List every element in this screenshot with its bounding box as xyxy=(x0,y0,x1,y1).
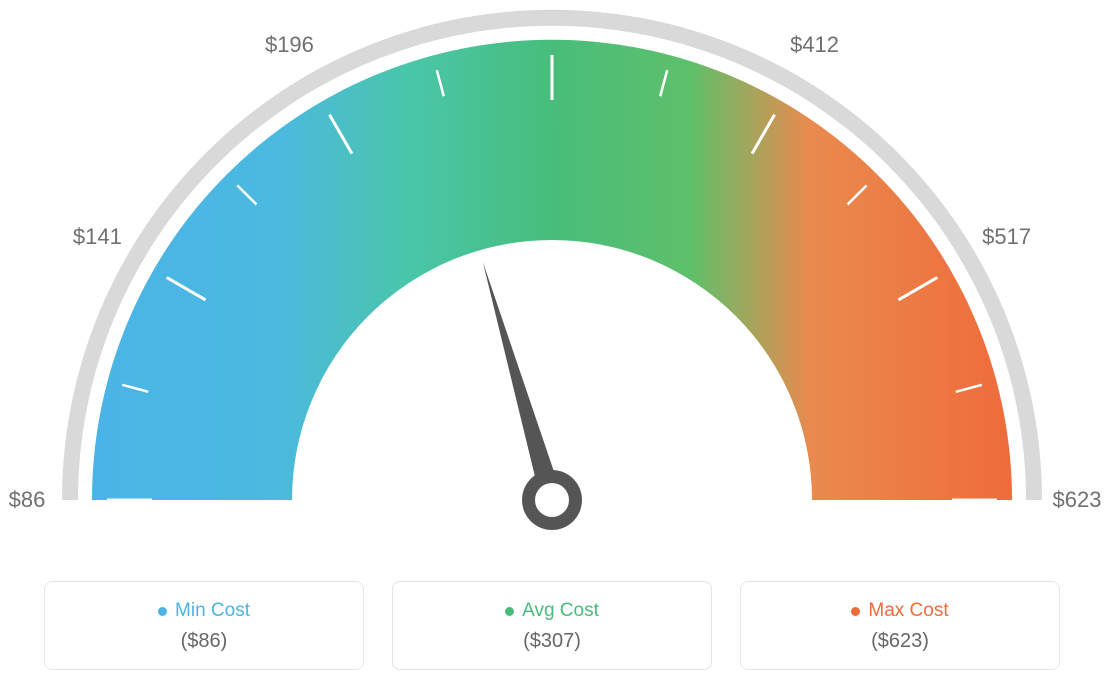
scale-label: $86 xyxy=(9,487,46,513)
gauge-area: $86$141$196$307$412$517$623 xyxy=(0,0,1104,560)
scale-label: $196 xyxy=(265,32,314,58)
legend-card-min: Min Cost ($86) xyxy=(44,581,364,670)
legend-card-avg: Avg Cost ($307) xyxy=(392,581,712,670)
scale-label: $517 xyxy=(982,224,1031,250)
legend-text-avg: Avg Cost xyxy=(522,600,599,622)
legend-dot-avg xyxy=(505,607,514,616)
scale-label: $141 xyxy=(73,224,122,250)
scale-label: $412 xyxy=(790,32,839,58)
needle-hub-inner xyxy=(535,483,569,517)
legend-label-max: Max Cost xyxy=(851,600,948,622)
legend-text-min: Min Cost xyxy=(175,600,250,622)
gauge-arc xyxy=(92,40,1012,500)
legend-value-avg: ($307) xyxy=(403,630,701,653)
legend-label-avg: Avg Cost xyxy=(505,600,599,622)
legend-area: Min Cost ($86) Avg Cost ($307) Max Cost … xyxy=(0,581,1104,670)
legend-value-min: ($86) xyxy=(55,630,353,653)
legend-dot-min xyxy=(158,607,167,616)
gauge-svg xyxy=(0,0,1104,560)
legend-dot-max xyxy=(851,607,860,616)
gauge-chart-container: $86$141$196$307$412$517$623 Min Cost ($8… xyxy=(0,0,1104,690)
legend-label-min: Min Cost xyxy=(158,600,250,622)
legend-value-max: ($623) xyxy=(751,630,1049,653)
legend-text-max: Max Cost xyxy=(868,600,948,622)
scale-label: $623 xyxy=(1053,487,1102,513)
needle xyxy=(483,262,563,503)
legend-card-max: Max Cost ($623) xyxy=(740,581,1060,670)
